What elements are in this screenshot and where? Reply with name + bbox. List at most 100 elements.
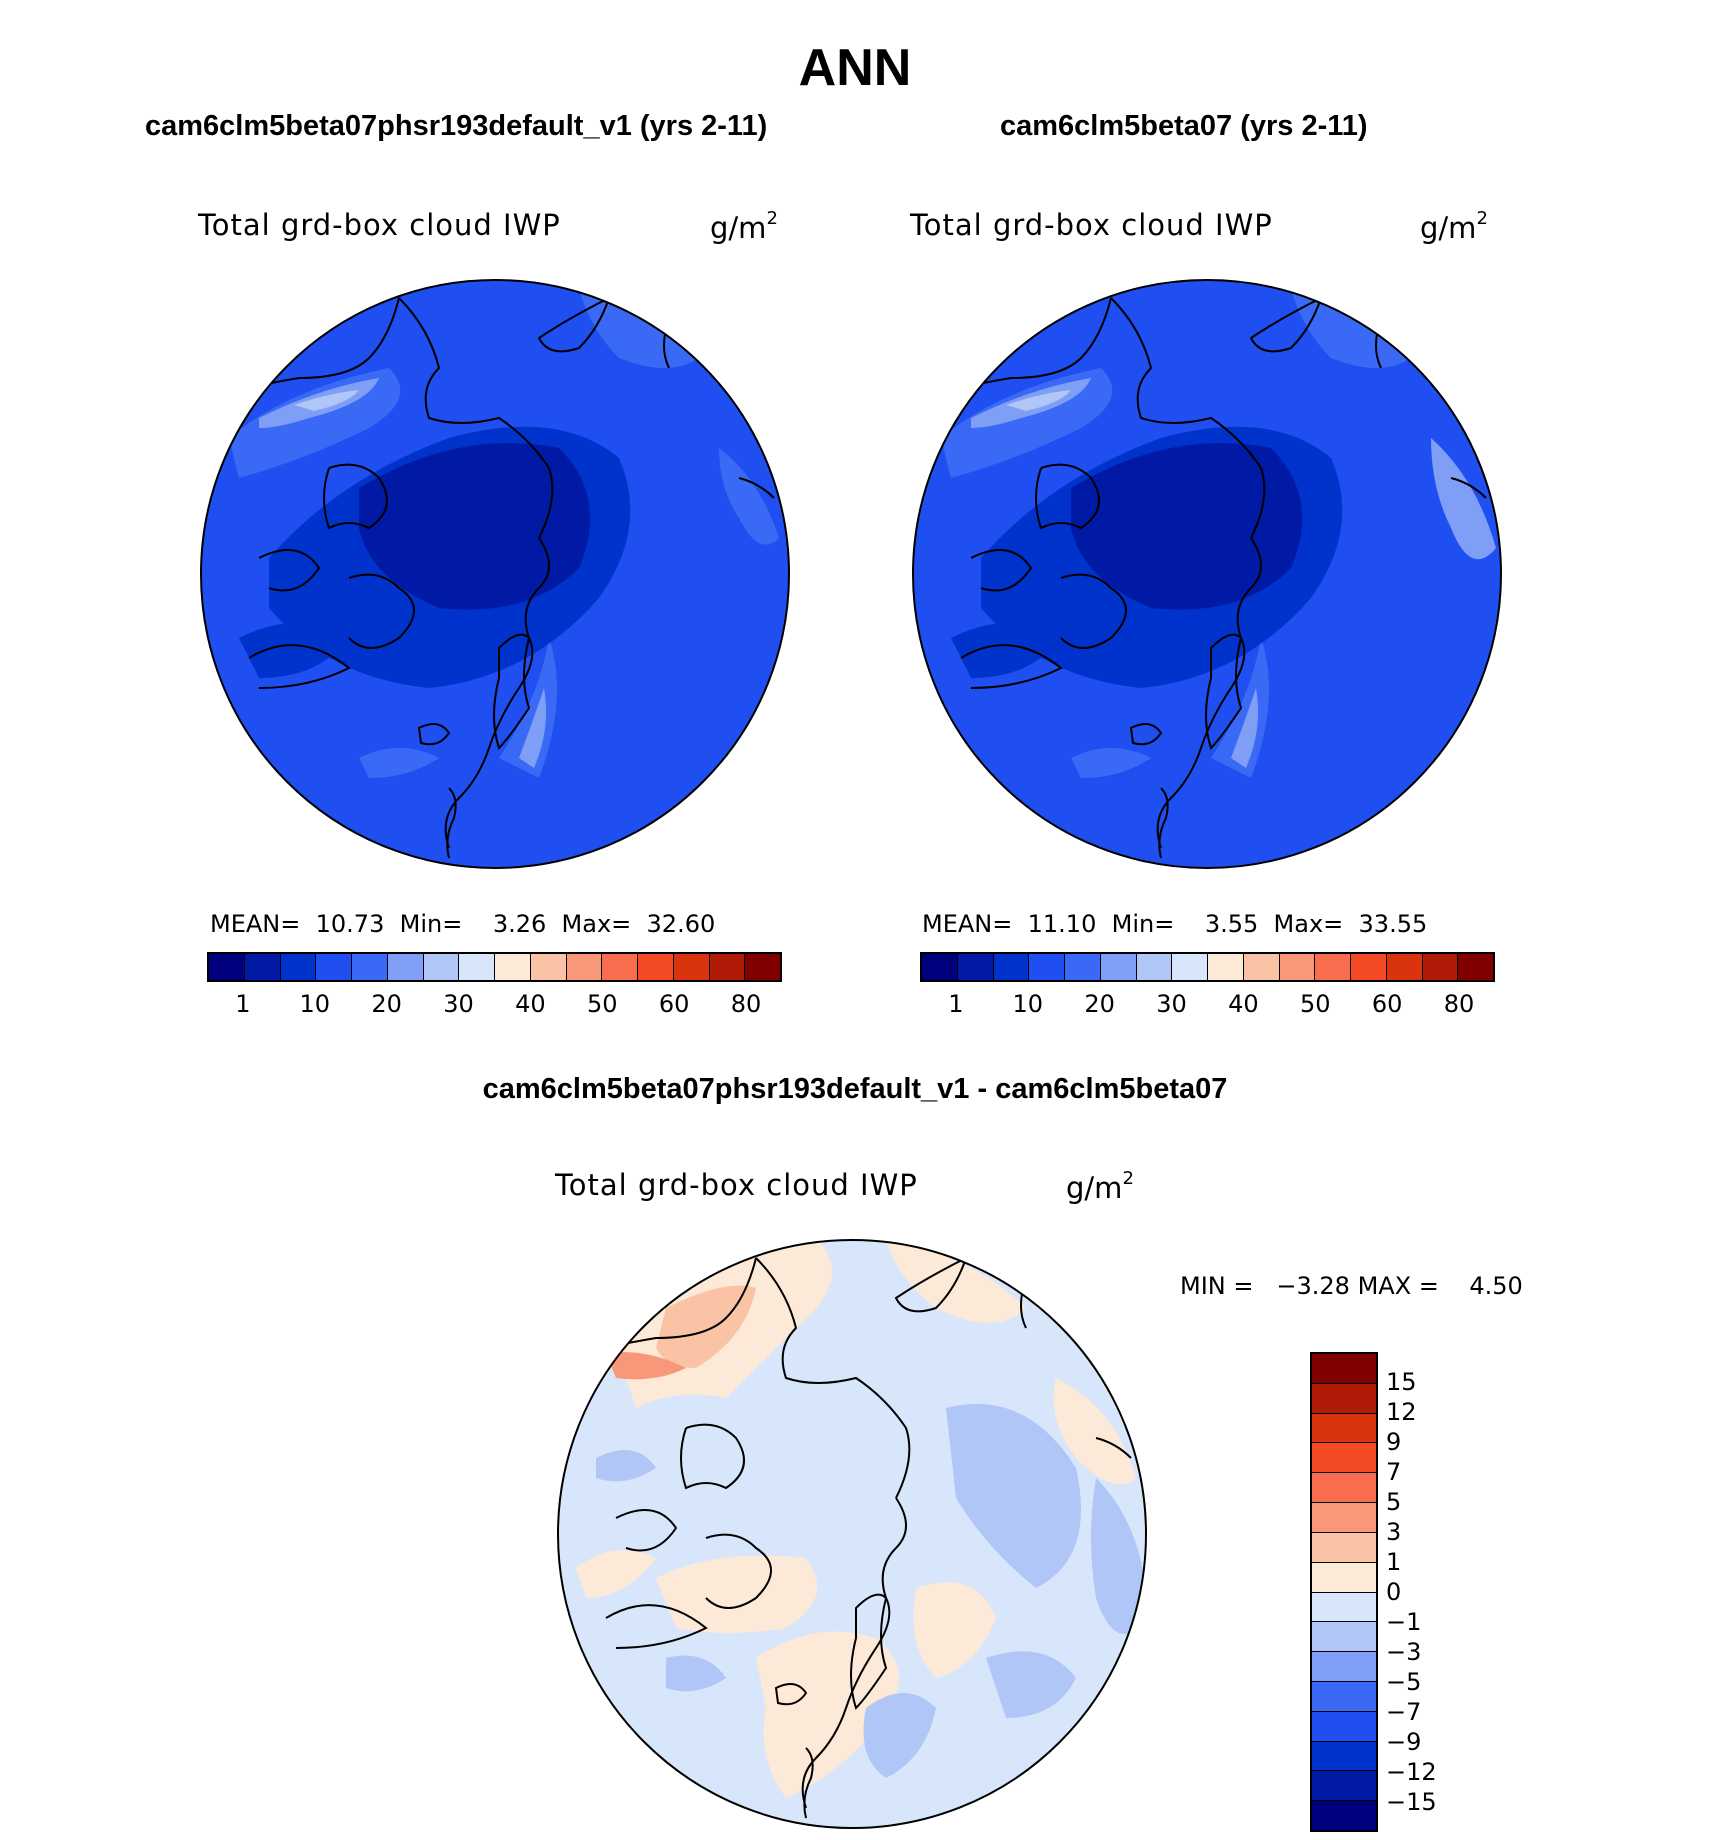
panel-1-colorbar-tick-label: 20 xyxy=(371,990,402,1018)
diff-colorbar-swatch xyxy=(1312,1413,1376,1444)
panel-1-colorbar-swatch xyxy=(566,954,603,980)
panel-2-max-label: Max= xyxy=(1273,910,1344,938)
panel-2-colorbar-swatch xyxy=(1065,954,1101,980)
diff-colorbar-tick-label: 0 xyxy=(1386,1578,1402,1606)
panel-2-max-value: 33.55 xyxy=(1358,910,1428,938)
panel-1-colorbar-swatch xyxy=(387,954,424,980)
diff-colorbar-tick-label: 9 xyxy=(1386,1428,1402,1456)
panel-2-colorbar-swatch xyxy=(1100,954,1137,980)
diff-colorbar-tick-label: −12 xyxy=(1386,1758,1437,1786)
panel-1-max-label: Max= xyxy=(561,910,632,938)
diff-max-value: 4.50 xyxy=(1469,1272,1523,1300)
panel-2-colorbar-tick-label: 20 xyxy=(1084,990,1115,1018)
panel-2-colorbar-tick-label: 10 xyxy=(1012,990,1044,1018)
diff-colorbar-swatch xyxy=(1312,1562,1376,1593)
diff-colorbar-tick-label: 15 xyxy=(1386,1368,1417,1396)
panel-2-stats: MEAN= 11.10 Min= 3.55 Max= 33.55 xyxy=(922,910,1427,938)
diff-colorbar-swatch xyxy=(1312,1443,1376,1474)
panel-1-colorbar-swatch xyxy=(602,954,638,980)
diff-panel-unit-label: g/m2 xyxy=(1066,1168,1134,1205)
panel-2-colorbar-swatch xyxy=(957,954,994,980)
panel-1-max-value: 32.60 xyxy=(646,910,716,938)
diff-panel-stats: MIN = −3.28 MAX = 4.50 xyxy=(1180,1272,1523,1300)
panel-2-unit-label: g/m2 xyxy=(1420,208,1488,245)
panel-1-colorbar-tick-label: 80 xyxy=(730,990,762,1018)
panel-2-mean-label: MEAN= xyxy=(922,910,1013,938)
panel-1-colorbar-swatch xyxy=(244,954,281,980)
panel-1-mean-value: 10.73 xyxy=(315,910,385,938)
diff-colorbar-tick-label: 12 xyxy=(1386,1398,1417,1426)
panel-2-colorbar-tick-label: 80 xyxy=(1443,990,1475,1018)
diff-colorbar-tick-label: −15 xyxy=(1386,1788,1437,1816)
panel-2-colorbar-swatch xyxy=(993,954,1030,980)
panel-1-colorbar-tick-label: 40 xyxy=(515,990,546,1018)
diff-colorbar-tick-label: −1 xyxy=(1386,1608,1422,1636)
panel-2-title: cam6clm5beta07 (yrs 2-11) xyxy=(1000,110,1368,142)
diff-min-label: MIN = xyxy=(1180,1272,1254,1300)
diff-colorbar-swatch xyxy=(1312,1532,1376,1563)
diff-max-label: MAX = xyxy=(1357,1272,1439,1300)
panel-2-colorbar-swatch xyxy=(1458,954,1493,980)
panel-2-colorbar xyxy=(920,952,1495,982)
panel-1-colorbar-swatch xyxy=(673,954,710,980)
panel-1-colorbar-swatch xyxy=(209,954,245,980)
panel-2-colorbar-swatch xyxy=(1386,954,1423,980)
panel-1-colorbar-swatch xyxy=(638,954,674,980)
diff-colorbar-tick-label: 5 xyxy=(1386,1488,1402,1516)
panel-1-colorbar-tick-label: 50 xyxy=(587,990,618,1018)
panel-1-colorbar-swatch xyxy=(352,954,388,980)
panel-2-min-label: Min= xyxy=(1111,910,1175,938)
panel-1-polar-map xyxy=(200,279,790,869)
diff-colorbar-swatch xyxy=(1312,1801,1376,1830)
diff-colorbar-tick-label: −3 xyxy=(1386,1638,1422,1666)
diff-colorbar-swatch xyxy=(1312,1592,1376,1623)
panel-1-colorbar-swatch xyxy=(709,954,746,980)
panel-1-stats: MEAN= 10.73 Min= 3.26 Max= 32.60 xyxy=(210,910,715,938)
figure-title: ANN xyxy=(798,39,912,97)
diff-colorbar xyxy=(1310,1352,1378,1832)
panel-2-colorbar-swatch xyxy=(1243,954,1280,980)
panel-2-colorbar-swatch xyxy=(1315,954,1351,980)
panel-2-colorbar-tick-label: 60 xyxy=(1371,990,1403,1018)
diff-colorbar-tick-label: 7 xyxy=(1386,1458,1402,1486)
panel-1-colorbar-swatch xyxy=(280,954,317,980)
panel-2-colorbar-swatch xyxy=(922,954,958,980)
panel-2-colorbar-tick-label: 30 xyxy=(1156,990,1187,1018)
diff-colorbar-swatch xyxy=(1312,1383,1376,1414)
diff-colorbar-tick-label: 1 xyxy=(1386,1548,1402,1576)
panel-2-min-value: 3.55 xyxy=(1204,910,1259,938)
panel-2-colorbar-swatch xyxy=(1208,954,1244,980)
panel-2-colorbar-swatch xyxy=(1279,954,1316,980)
panel-2-colorbar-swatch xyxy=(1351,954,1387,980)
diff-colorbar-swatch xyxy=(1312,1354,1376,1384)
panel-2-colorbar-swatch xyxy=(1029,954,1065,980)
panel-1-min-label: Min= xyxy=(399,910,463,938)
diff-colorbar-swatch xyxy=(1312,1622,1376,1653)
panel-2-colorbar-swatch xyxy=(1422,954,1459,980)
panel-2-colorbar-tick-label: 1 xyxy=(948,990,964,1018)
panel-1-mean-label: MEAN= xyxy=(210,910,301,938)
diff-colorbar-swatch xyxy=(1312,1503,1376,1533)
diff-colorbar-swatch xyxy=(1312,1711,1376,1742)
panel-1-colorbar-swatch xyxy=(495,954,531,980)
diff-colorbar-tick-label: −7 xyxy=(1386,1698,1422,1726)
panel-1-colorbar-tick-label: 10 xyxy=(299,990,331,1018)
diff-min-value: −3.28 xyxy=(1276,1272,1350,1300)
diff-colorbar-swatch xyxy=(1312,1771,1376,1802)
panel-1-min-value: 3.26 xyxy=(492,910,547,938)
panel-1-colorbar-tick-label: 60 xyxy=(658,990,690,1018)
panel-2-mean-value: 11.10 xyxy=(1027,910,1097,938)
diff-colorbar-swatch xyxy=(1312,1652,1376,1682)
diff-panel-title: cam6clm5beta07phsr193default_v1 - cam6cl… xyxy=(482,1073,1228,1105)
diff-colorbar-swatch xyxy=(1312,1473,1376,1504)
panel-2-polar-map xyxy=(912,279,1502,869)
panel-1-colorbar-swatch xyxy=(530,954,567,980)
panel-2-colorbar-tick-label: 50 xyxy=(1300,990,1331,1018)
diff-colorbar-tick-label: −9 xyxy=(1386,1728,1422,1756)
panel-2-colorbar-tick-label: 40 xyxy=(1228,990,1259,1018)
panel-1-unit-label: g/m2 xyxy=(710,208,778,245)
panel-1-colorbar-swatch xyxy=(316,954,352,980)
panel-1-colorbar-swatch xyxy=(459,954,495,980)
diff-colorbar-swatch xyxy=(1312,1681,1376,1712)
diff-panel-variable-label: Total grd-box cloud IWP xyxy=(555,1168,918,1202)
